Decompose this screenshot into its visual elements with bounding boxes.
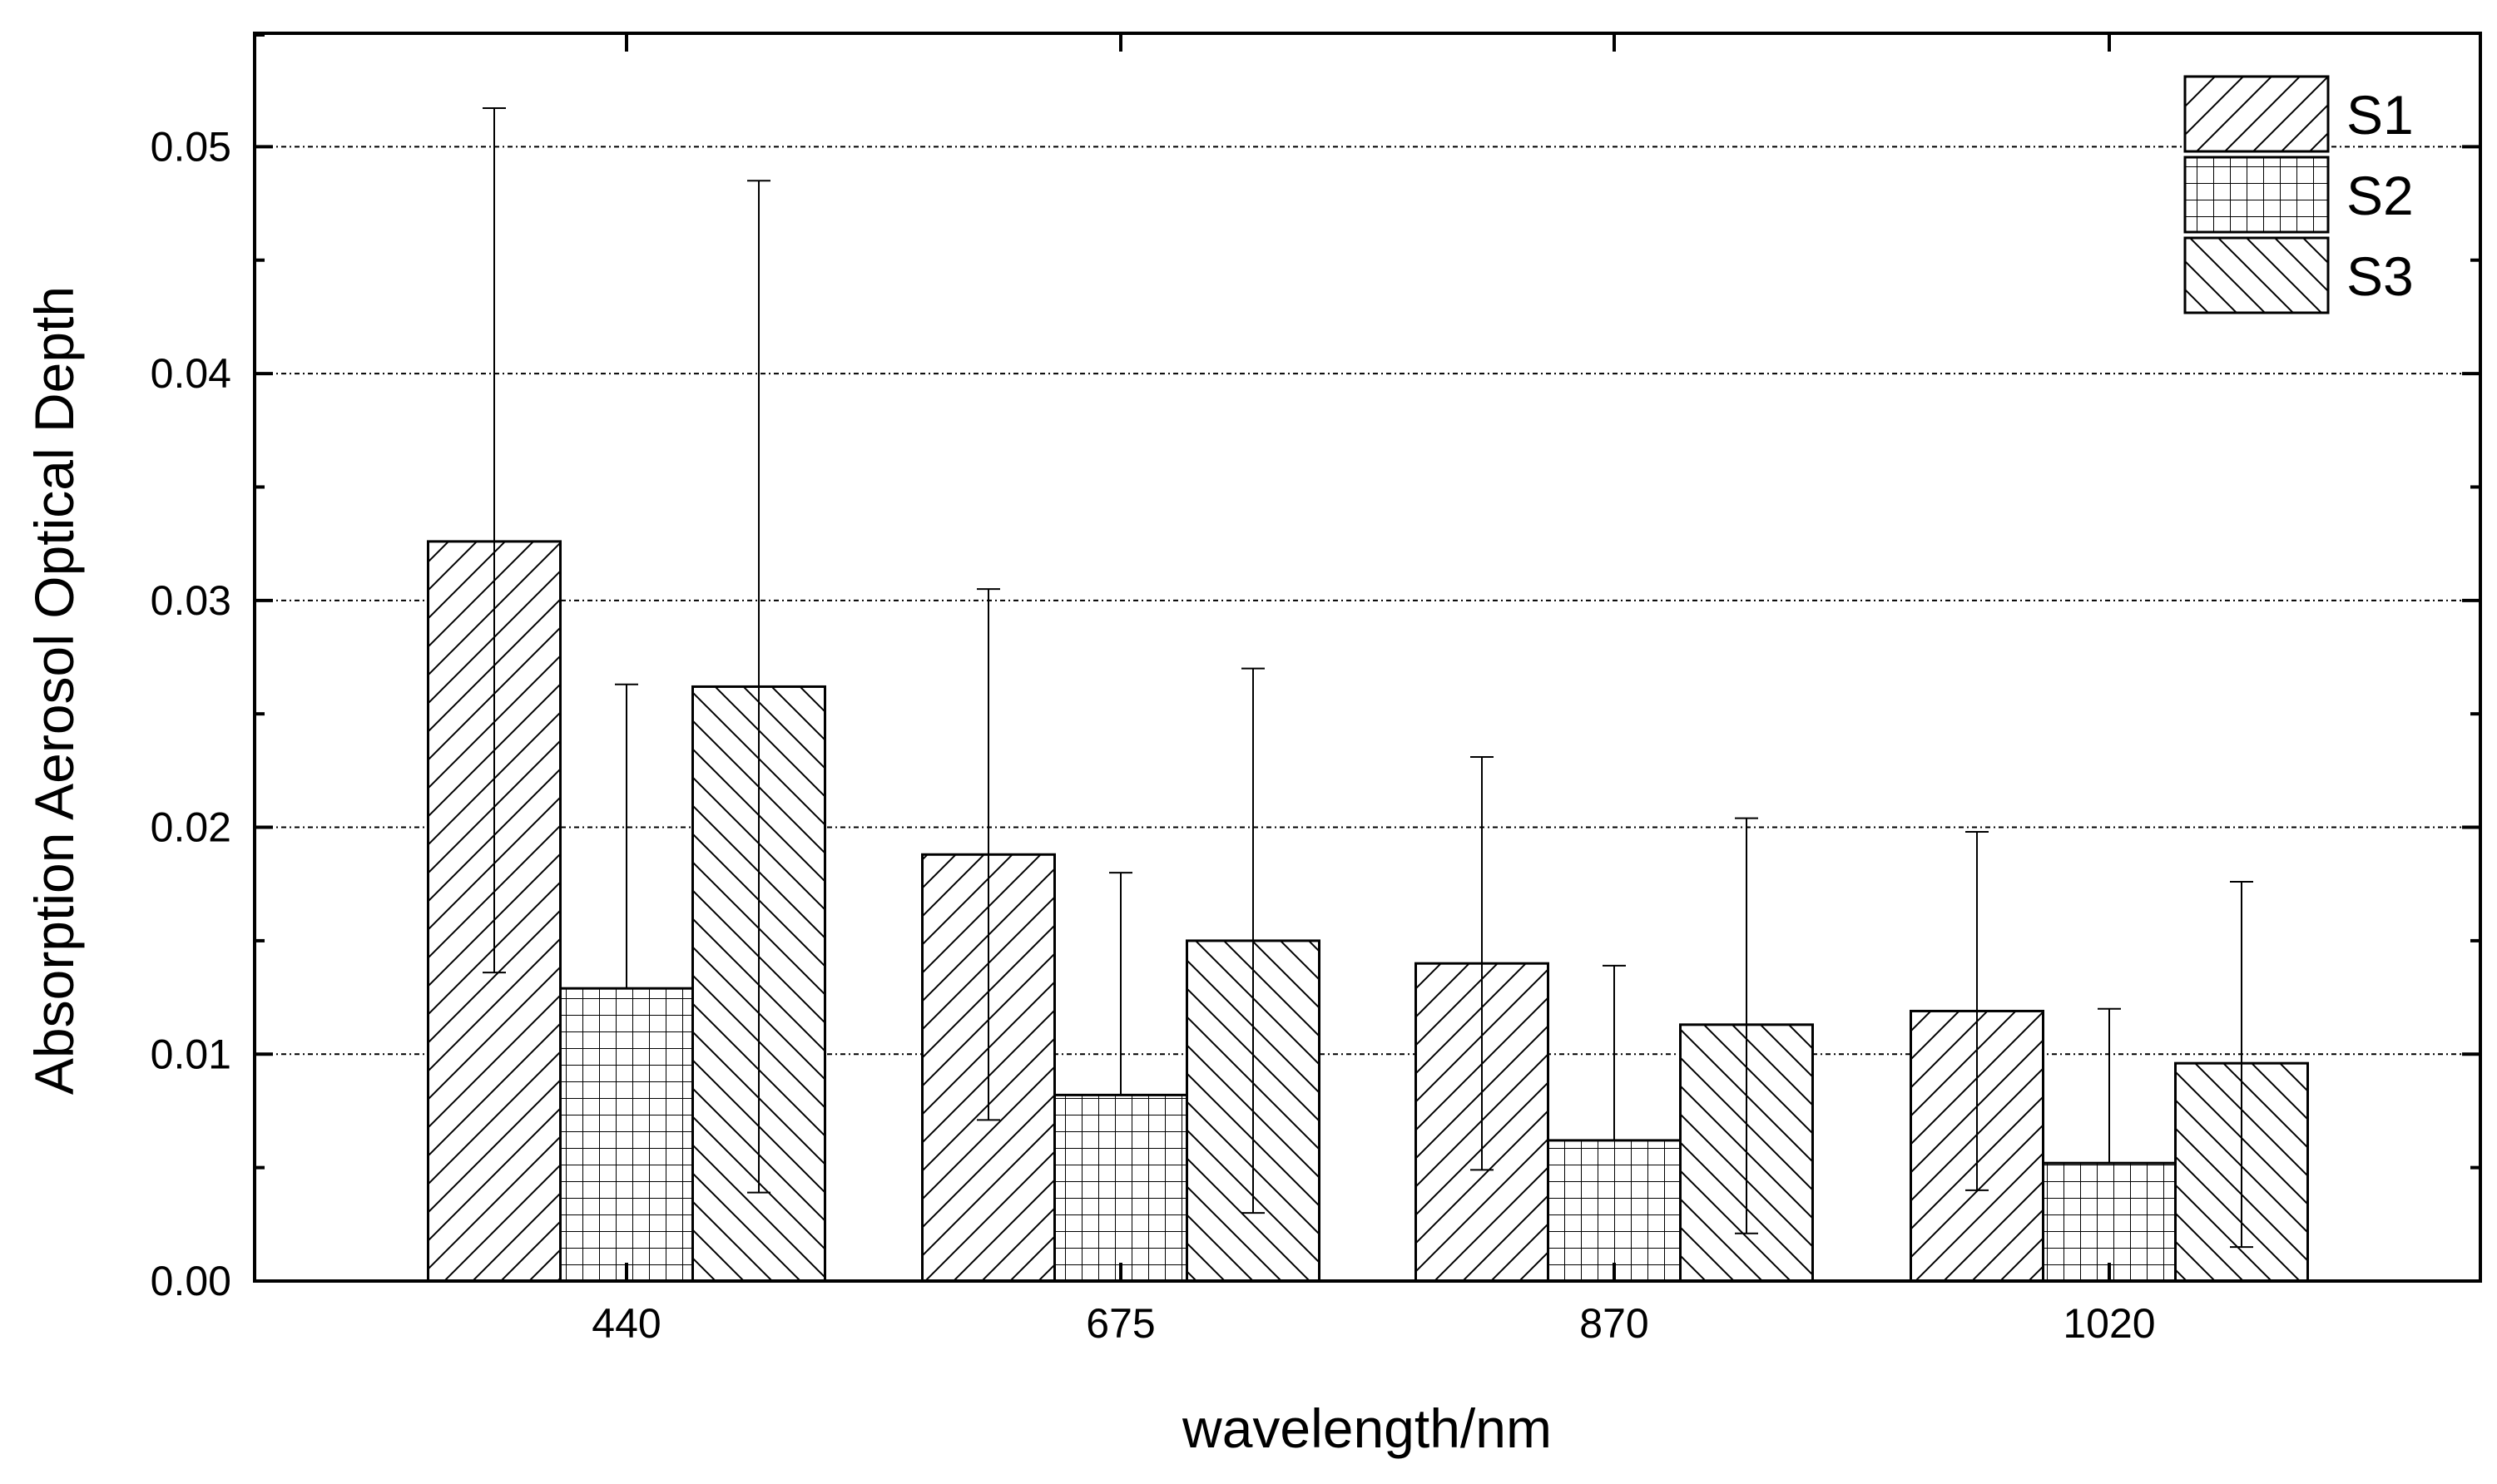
error-bars	[483, 107, 2253, 1249]
y-axis: 0.00 0.01 0.02 0.03 0.04 0.05	[151, 33, 2480, 1304]
y-tick-label: 0.00	[151, 1258, 231, 1304]
legend-swatch-s2	[2183, 156, 2330, 234]
bar-s2-440	[559, 987, 694, 1283]
y-tick-label: 0.03	[151, 577, 231, 624]
bars	[427, 540, 2309, 1283]
legend-label-s3: S3	[2346, 245, 2414, 307]
gridlines	[255, 146, 2480, 1056]
x-axis-title: wavelength/nm	[1182, 1397, 1552, 1459]
x-tick-label: 870	[1579, 1300, 1648, 1347]
legend-label-s2: S2	[2346, 165, 2414, 226]
y-tick-label: 0.05	[151, 123, 231, 170]
y-tick-label: 0.01	[151, 1031, 231, 1077]
x-tick-label: 440	[592, 1300, 661, 1347]
x-tick-label: 675	[1086, 1300, 1155, 1347]
legend-label-s1: S1	[2346, 84, 2414, 146]
bar-s2-870	[1547, 1139, 1682, 1283]
y-tick-label: 0.02	[151, 804, 231, 851]
bar-s2-675	[1053, 1093, 1188, 1283]
x-tick-label: 1020	[2063, 1300, 2155, 1347]
legend-swatch-s1	[2183, 75, 2330, 153]
plot-frame	[253, 32, 2482, 1283]
x-axis: 440 675 870 1020	[592, 33, 2156, 1347]
y-axis-title: Absorption Aerosol Optical Depth	[23, 286, 85, 1095]
legend-swatch-s3	[2183, 236, 2330, 314]
y-tick-label: 0.04	[151, 350, 231, 397]
legend: S1 S2 S3	[2183, 75, 2414, 314]
